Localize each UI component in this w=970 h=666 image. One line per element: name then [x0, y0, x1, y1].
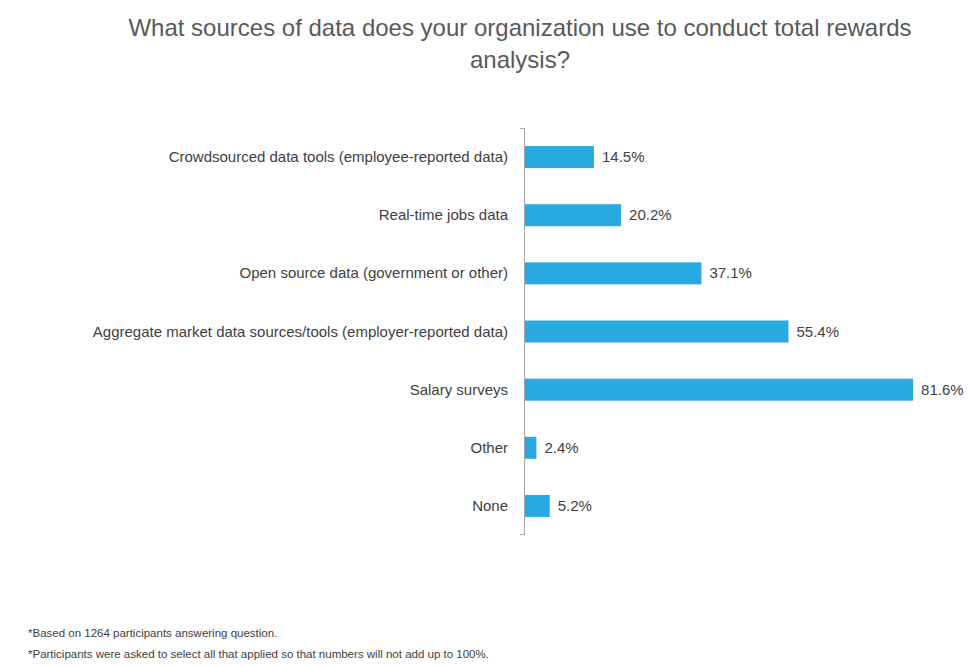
bar	[525, 262, 701, 284]
data-label: 20.2%	[629, 206, 672, 223]
bar	[525, 379, 913, 401]
category-axis	[524, 128, 525, 535]
category-label: Salary surveys	[410, 381, 508, 398]
footnote: *Based on 1264 participants answering qu…	[28, 627, 277, 639]
bars	[525, 146, 913, 517]
data-label: 5.2%	[558, 497, 592, 514]
axis-tick	[520, 128, 525, 129]
data-label: 2.4%	[544, 439, 578, 456]
category-label: Real-time jobs data	[379, 206, 509, 223]
data-label: 14.5%	[602, 148, 645, 165]
category-label: Aggregate market data sources/tools (emp…	[93, 323, 508, 340]
data-label: 55.4%	[796, 323, 839, 340]
data-label: 81.6%	[921, 381, 964, 398]
chart: Crowdsourced data tools (employee-report…	[0, 0, 970, 666]
axis-tick	[520, 534, 525, 535]
bar	[525, 321, 788, 343]
bar	[525, 204, 621, 226]
bar	[525, 437, 536, 459]
bar	[525, 146, 594, 168]
category-label: Open source data (government or other)	[240, 264, 508, 281]
footnote: *Participants were asked to select all t…	[28, 648, 489, 660]
category-label: Crowdsourced data tools (employee-report…	[169, 148, 508, 165]
category-label: Other	[470, 439, 508, 456]
bar	[525, 495, 550, 517]
data-label: 37.1%	[709, 264, 752, 281]
category-label: None	[472, 497, 508, 514]
chart-title: What sources of data does your organizat…	[120, 12, 920, 76]
